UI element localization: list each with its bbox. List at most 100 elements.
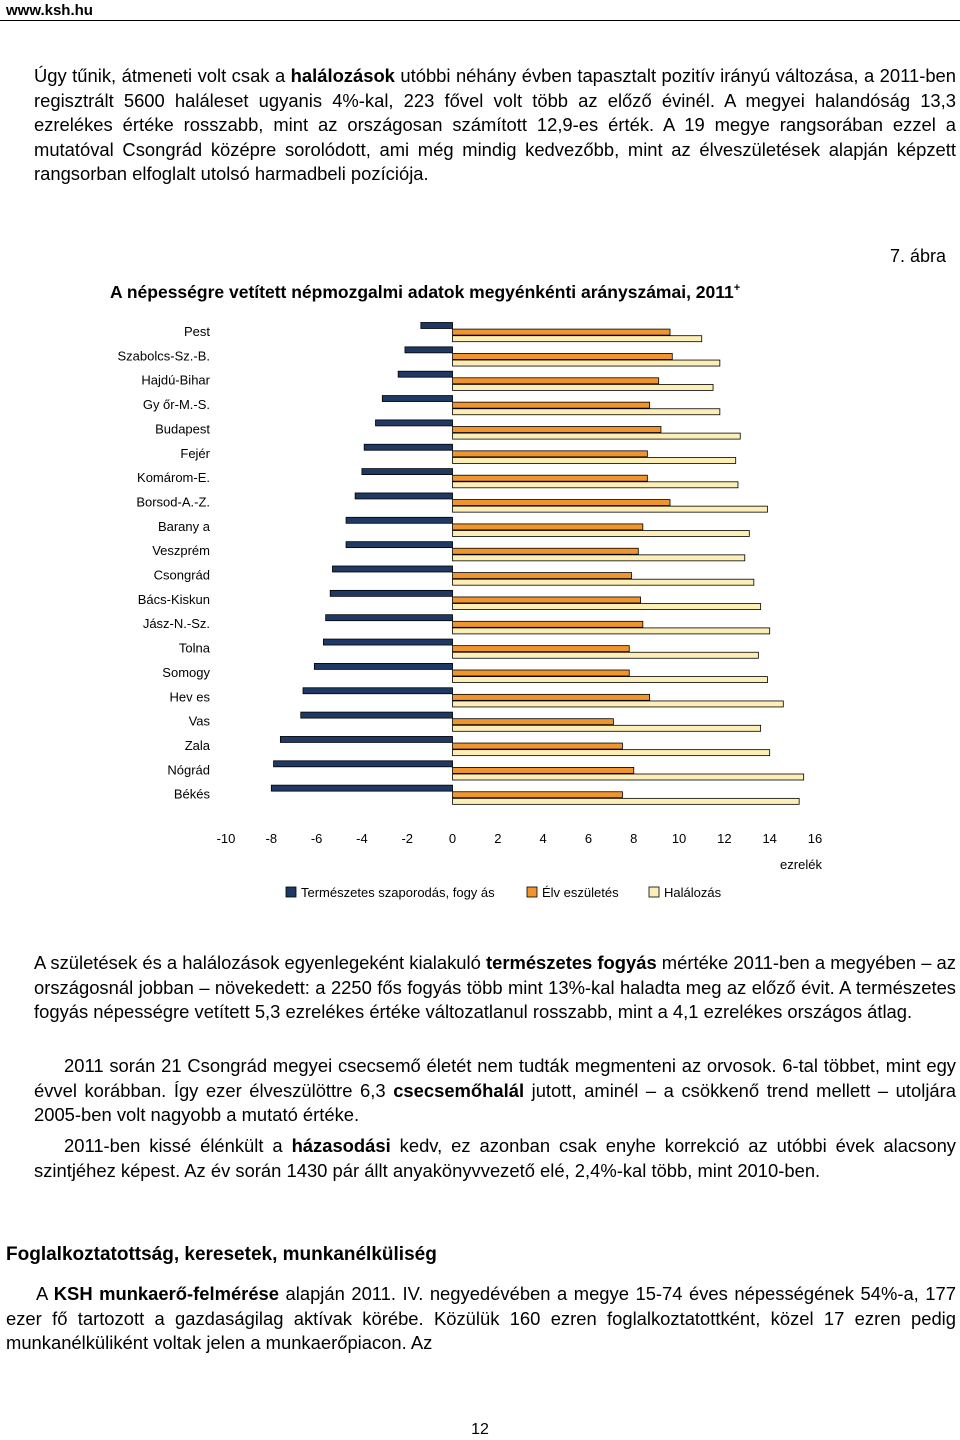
bar-death bbox=[452, 481, 739, 489]
bar-live-birth bbox=[452, 572, 632, 580]
bar-death bbox=[452, 505, 768, 513]
category-label: Nógrád bbox=[167, 762, 210, 777]
bar-death bbox=[452, 700, 784, 708]
chart-title: A népességre vetített népmozgalmi adatok… bbox=[110, 282, 741, 302]
category-label: Somogy bbox=[162, 665, 210, 680]
bar-live-birth bbox=[452, 620, 644, 628]
category-label: Veszprém bbox=[152, 543, 210, 558]
legend-swatch bbox=[285, 886, 297, 898]
legend-label: Természetes szaporodás, fogy ás bbox=[301, 885, 495, 900]
page-number: 12 bbox=[471, 1421, 489, 1438]
bar-live-birth bbox=[452, 547, 639, 555]
x-tick-label: -10 bbox=[217, 831, 236, 846]
legend-swatch bbox=[648, 886, 660, 898]
bar-live-birth bbox=[452, 474, 648, 482]
bar-live-birth bbox=[452, 791, 623, 799]
bar-natural-change bbox=[302, 687, 453, 695]
category-label: Tolna bbox=[179, 641, 211, 656]
bar-death bbox=[452, 359, 721, 367]
category-label: Bács-Kiskun bbox=[138, 592, 210, 607]
x-tick-label: 8 bbox=[630, 831, 637, 846]
site-url[interactable]: www.ksh.hu bbox=[6, 2, 93, 19]
bar-natural-change bbox=[329, 589, 453, 597]
category-label: Pest bbox=[184, 324, 210, 339]
bar-death bbox=[452, 676, 768, 684]
bar-death bbox=[452, 335, 703, 343]
category-label: Hev es bbox=[170, 689, 211, 704]
bar-natural-change bbox=[345, 516, 453, 524]
bar-natural-change bbox=[363, 443, 453, 451]
category-label: Csongrád bbox=[154, 568, 210, 583]
bar-death bbox=[452, 384, 714, 391]
infant-mortality-paragraph: 2011 során 21 Csongrád megyei csecsemő é… bbox=[34, 1055, 956, 1125]
bar-death bbox=[452, 432, 741, 440]
x-tick-label: -6 bbox=[311, 831, 323, 846]
bar-live-birth bbox=[452, 353, 673, 360]
x-tick-label: 10 bbox=[672, 831, 686, 846]
category-label: Komárom-E. bbox=[137, 470, 210, 485]
bar-live-birth bbox=[452, 742, 623, 750]
x-tick-label: 12 bbox=[717, 831, 731, 846]
bar-natural-change bbox=[354, 492, 453, 500]
bar-live-birth bbox=[452, 693, 651, 701]
bar-natural-change bbox=[361, 468, 453, 476]
bar-live-birth bbox=[452, 766, 635, 774]
bar-live-birth bbox=[452, 669, 630, 677]
bar-death bbox=[452, 651, 759, 659]
header-rule bbox=[0, 20, 960, 21]
bar-live-birth bbox=[452, 450, 648, 458]
bar-live-birth bbox=[452, 718, 614, 726]
x-tick-label: -2 bbox=[401, 831, 413, 846]
bar-natural-change bbox=[325, 614, 453, 622]
bar-death bbox=[452, 530, 750, 537]
bar-death bbox=[452, 408, 721, 416]
x-tick-label: 4 bbox=[540, 831, 547, 846]
bar-natural-change bbox=[313, 662, 453, 670]
bar-death bbox=[452, 457, 737, 464]
bar-live-birth bbox=[452, 523, 644, 531]
bar-death bbox=[452, 603, 762, 610]
bar-death bbox=[452, 724, 762, 732]
bar-death bbox=[452, 749, 771, 757]
bar-natural-change bbox=[270, 784, 453, 792]
bar-natural-change bbox=[323, 638, 453, 646]
category-label: Szabolcs-Sz.-B. bbox=[118, 348, 210, 363]
section-heading: Foglalkoztatottság, keresetek, munkanélk… bbox=[6, 1244, 437, 1265]
marriage-paragraph: 2011-ben kissé élénkült a házasodási ked… bbox=[34, 1135, 956, 1181]
bar-live-birth bbox=[452, 426, 662, 433]
x-tick-label: -4 bbox=[356, 831, 368, 846]
intro-paragraph: Úgy tűnik, átmeneti volt csak a halálozá… bbox=[34, 65, 956, 184]
category-label: Jász-N.-Sz. bbox=[143, 616, 210, 631]
bar-natural-change bbox=[404, 346, 453, 354]
bar-live-birth bbox=[452, 645, 630, 653]
bar-death bbox=[452, 797, 800, 805]
bar-death bbox=[452, 578, 755, 586]
legend-label: Halálozás bbox=[664, 885, 722, 900]
bar-death bbox=[452, 773, 805, 781]
bar-natural-change bbox=[420, 322, 453, 329]
x-tick-label: -8 bbox=[266, 831, 278, 846]
figure-number: 7. ábra bbox=[890, 246, 947, 266]
x-tick-label: 16 bbox=[808, 831, 822, 846]
category-label: Fejér bbox=[180, 446, 210, 461]
vital-rates-chart: Pest Szabolcs-Sz.-B. Hajdú-Bihar Gy őr-M.-S… bbox=[118, 322, 822, 900]
x-tick-label: 0 bbox=[449, 831, 456, 846]
bar-live-birth bbox=[452, 328, 671, 336]
natural-decrease-paragraph: A születések és a halálozások egyenlegek… bbox=[34, 952, 956, 1022]
bar-live-birth bbox=[452, 401, 651, 409]
bar-natural-change bbox=[300, 711, 453, 719]
bar-natural-change bbox=[345, 541, 453, 549]
x-axis-label: ezrelék bbox=[780, 857, 822, 872]
bar-natural-change bbox=[273, 760, 453, 768]
x-tick-label: 2 bbox=[494, 831, 501, 846]
bar-natural-change bbox=[397, 370, 453, 378]
legend-label: Élv eszületés bbox=[542, 885, 619, 900]
bar-death bbox=[452, 554, 746, 562]
bar-natural-change bbox=[375, 419, 453, 427]
category-label: Békés bbox=[174, 787, 211, 802]
x-tick-label: 14 bbox=[762, 831, 776, 846]
bar-natural-change bbox=[332, 565, 453, 573]
category-label: Zala bbox=[185, 738, 211, 753]
bar-natural-change bbox=[279, 736, 453, 743]
category-label: Gy őr-M.-S. bbox=[143, 397, 210, 412]
